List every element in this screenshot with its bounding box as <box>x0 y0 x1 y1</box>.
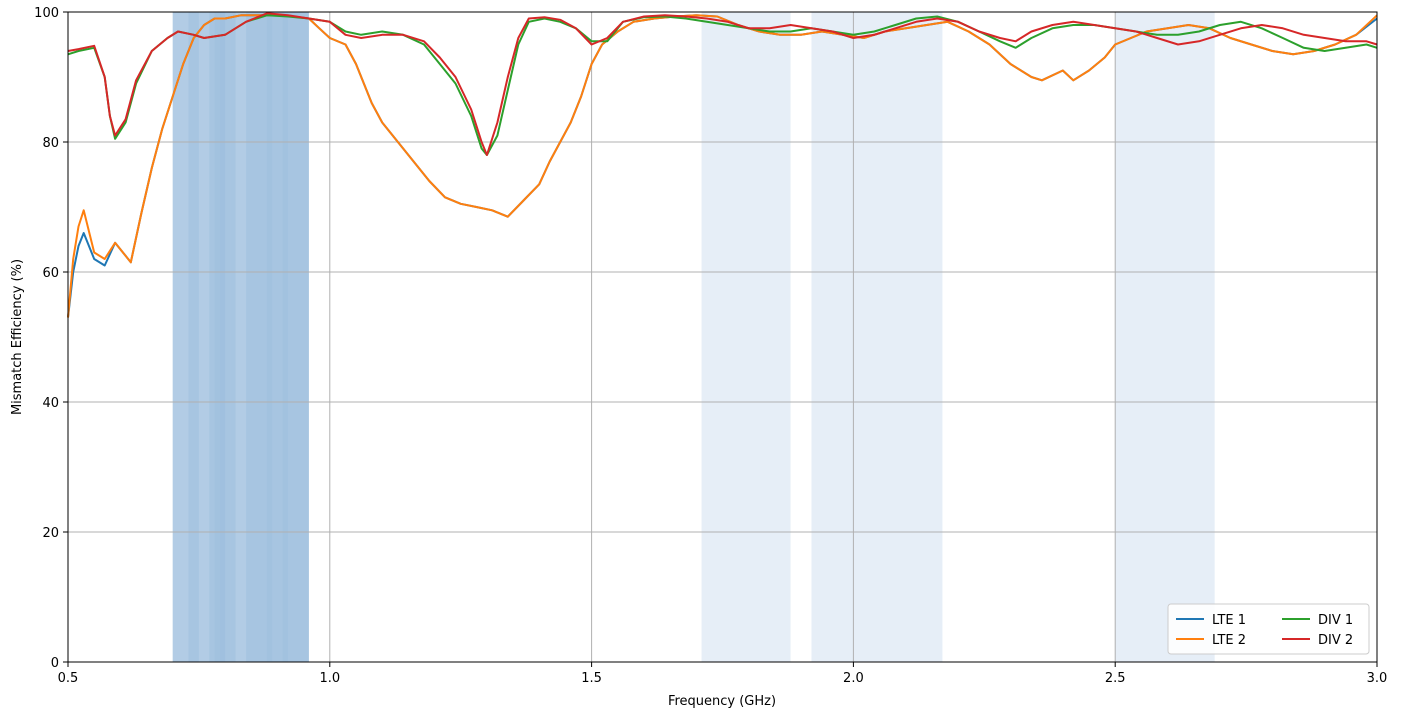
axis-ticks: 0.5 1.0 1.5 2.0 2.5 3.0 0 20 40 60 80 100 <box>34 6 1387 686</box>
y-tick-label-2: 40 <box>42 396 59 411</box>
frequency-bands <box>172 12 1215 662</box>
x-axis-label: Frequency (GHz) <box>668 694 776 709</box>
series-line-div-2 <box>67 12 1378 156</box>
legend-label-1: LTE 2 <box>1212 633 1246 648</box>
legend-label-2: DIV 1 <box>1318 613 1353 628</box>
legend-label-0: LTE 1 <box>1212 613 1246 628</box>
y-tick-label-1: 20 <box>42 526 59 541</box>
x-tick-label-1: 1.0 <box>319 671 340 686</box>
legend-box <box>1167 603 1370 655</box>
band-light-1 <box>811 12 943 662</box>
band-light-2 <box>1115 12 1215 662</box>
y-tick-label-5: 100 <box>34 6 59 21</box>
x-tick-label-4: 2.5 <box>1105 671 1126 686</box>
x-tick-label-2: 1.5 <box>581 671 602 686</box>
x-tick-label-0: 0.5 <box>58 671 79 686</box>
x-tick-label-5: 3.0 <box>1367 671 1388 686</box>
legend: LTE 1 LTE 2 DIV 1 DIV 2 <box>1167 603 1370 655</box>
series-lines <box>67 12 1378 318</box>
band-dark-9 <box>282 12 309 662</box>
series-line-lte-2 <box>67 14 1378 318</box>
legend-label-3: DIV 2 <box>1318 633 1353 648</box>
y-tick-label-4: 80 <box>42 136 59 151</box>
band-dark-10 <box>214 12 231 662</box>
band-light-0 <box>701 12 791 662</box>
y-tick-label-3: 60 <box>42 266 59 281</box>
x-tick-label-3: 2.0 <box>843 671 864 686</box>
y-axis-label: Mismatch Efficiency (%) <box>10 259 25 415</box>
plot-frame <box>67 11 1378 663</box>
y-tick-label-0: 0 <box>51 656 59 671</box>
